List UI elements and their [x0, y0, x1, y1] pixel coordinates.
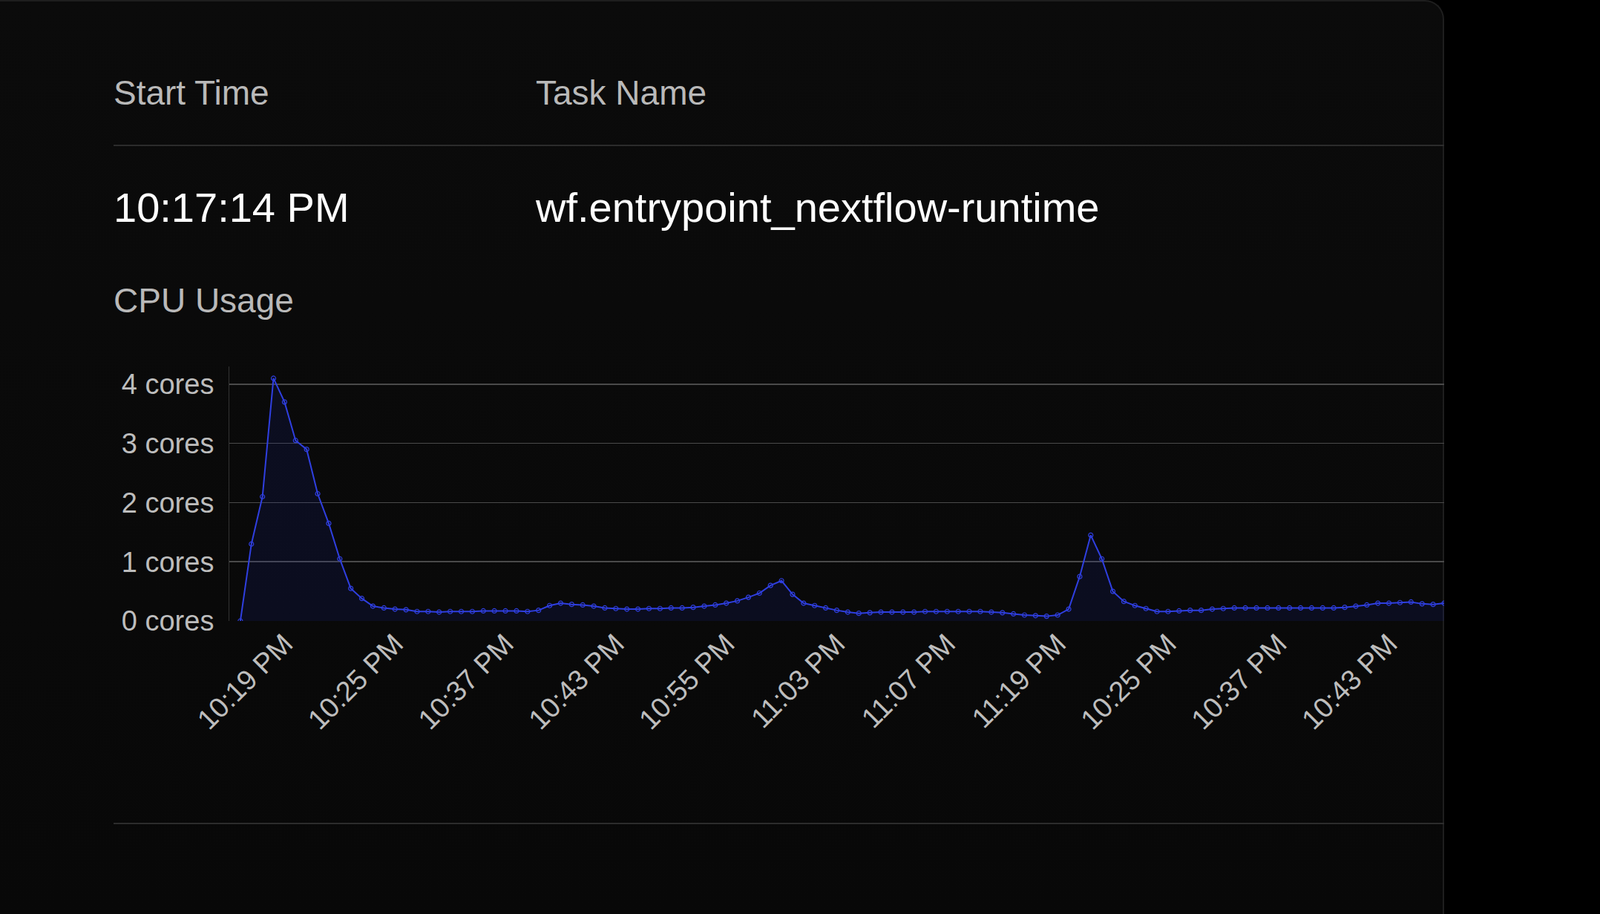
- svg-text:4 cores: 4 cores: [121, 368, 215, 400]
- svg-text:10:55 PM: 10:55 PM: [633, 627, 741, 736]
- svg-text:10:37 PM: 10:37 PM: [411, 627, 520, 736]
- html-text:CPU Usage: CPU Usage: [113, 281, 294, 320]
- html-text:wf.entrypoint_nextflow-runtime: wf.entrypoint_nextflow-runtime: [535, 184, 1100, 231]
- svg-text:11:03 PM: 11:03 PM: [745, 627, 852, 734]
- html-text:Start Time: Start Time: [113, 73, 270, 113]
- html-text:10:17:14 PM: 10:17:14 PM: [113, 184, 350, 231]
- svg-text:1 cores: 1 cores: [121, 546, 215, 579]
- svg-text:10:37 PM: 10:37 PM: [1185, 627, 1293, 736]
- svg-text:11:19 PM: 11:19 PM: [966, 627, 1073, 734]
- svg-text:10:43 PM: 10:43 PM: [522, 627, 631, 736]
- svg-text:11:07 PM: 11:07 PM: [855, 627, 962, 734]
- svg-text:10:25 PM: 10:25 PM: [1074, 627, 1183, 736]
- svg-text:10:43 PM: 10:43 PM: [1295, 627, 1404, 736]
- svg-text:0 cores: 0 cores: [121, 605, 215, 637]
- svg-text:10:25 PM: 10:25 PM: [302, 627, 410, 736]
- svg-text:2 cores: 2 cores: [121, 487, 215, 519]
- html-text:Task Name: Task Name: [535, 73, 707, 113]
- svg-text:3 cores: 3 cores: [121, 428, 215, 460]
- svg-text:10:19 PM: 10:19 PM: [191, 627, 300, 736]
